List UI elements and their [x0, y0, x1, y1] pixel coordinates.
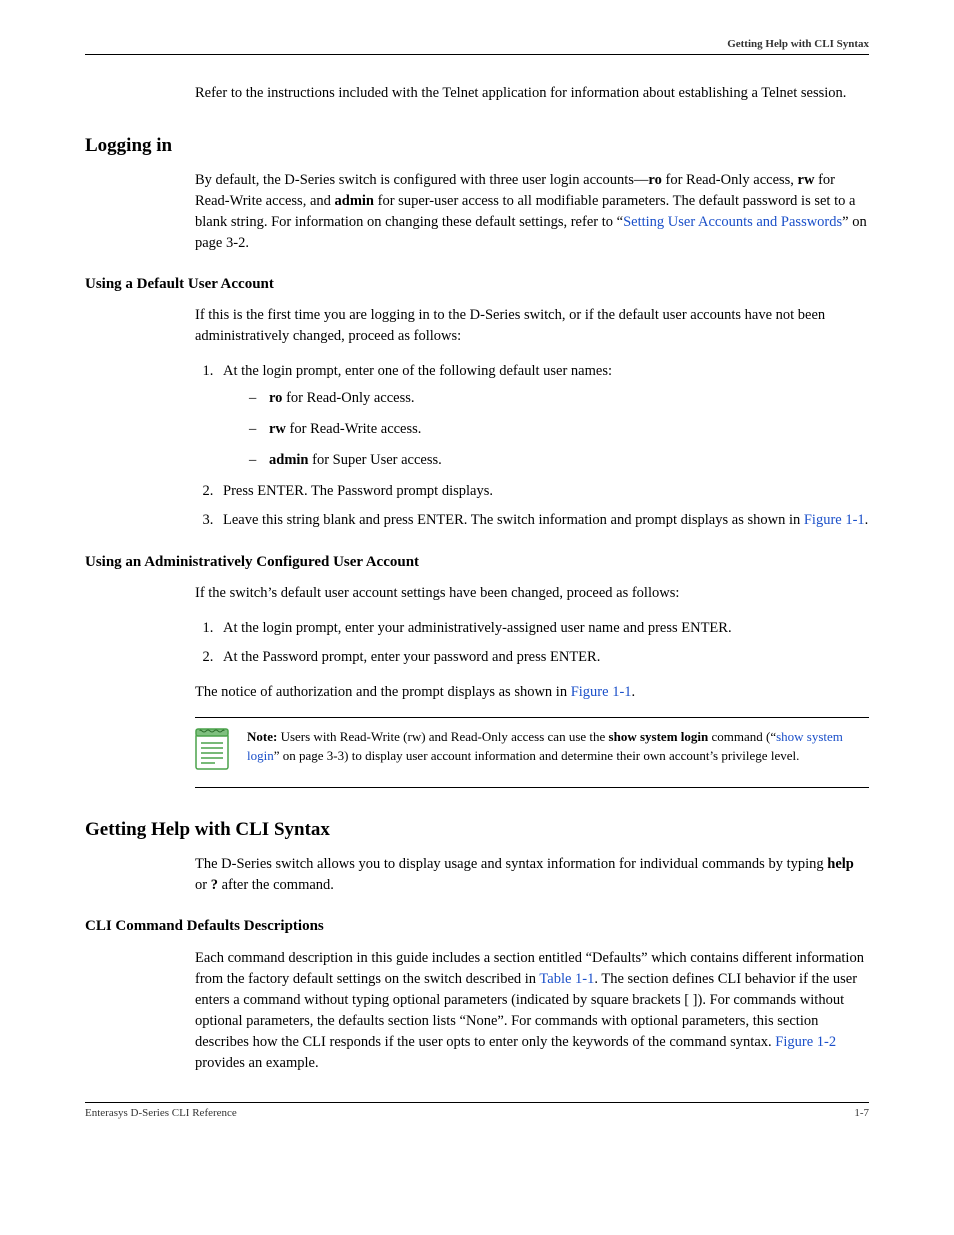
admin-user-p2: The notice of authorization and the prom… [195, 682, 869, 703]
list-item: At the login prompt, enter your administ… [217, 618, 869, 639]
footer-left: Enterasys D-Series CLI Reference [85, 1107, 237, 1119]
link-figure-1-1-b[interactable]: Figure 1-1 [571, 684, 632, 700]
list-item: rw for Read-Write access. [249, 419, 869, 440]
link-figure-1-2[interactable]: Figure 1-2 [775, 1034, 836, 1050]
running-header: Getting Help with CLI Syntax [85, 38, 869, 55]
note-block: Note: Users with Read-Write (rw) and Rea… [195, 717, 869, 788]
heading-default-user: Using a Default User Account [85, 274, 869, 296]
logging-in-paragraph: By default, the D-Series switch is confi… [195, 170, 869, 254]
link-figure-1-1[interactable]: Figure 1-1 [804, 512, 865, 528]
heading-admin-user: Using an Administratively Configured Use… [85, 552, 869, 574]
footer: Enterasys D-Series CLI Reference 1-7 [85, 1102, 869, 1119]
heading-logging-in: Logging in [85, 132, 869, 160]
note-text: Note: Users with Read-Write (rw) and Rea… [247, 728, 869, 764]
list-item: Leave this string blank and press ENTER.… [217, 510, 869, 531]
default-user-p1: If this is the first time you are loggin… [195, 305, 869, 347]
link-table-1-1[interactable]: Table 1-1 [539, 971, 594, 987]
cli-defaults-p1: Each command description in this guide i… [195, 948, 869, 1074]
link-setting-user-accounts[interactable]: Setting User Accounts and Passwords [623, 214, 842, 230]
heading-cli-defaults: CLI Command Defaults Descriptions [85, 916, 869, 938]
heading-help: Getting Help with CLI Syntax [85, 816, 869, 844]
list-item: At the Password prompt, enter your passw… [217, 647, 869, 668]
note-icon [195, 728, 233, 777]
default-user-steps: At the login prompt, enter one of the fo… [195, 361, 869, 531]
default-user-bullets: ro for Read-Only access. rw for Read-Wri… [223, 388, 869, 471]
list-item: At the login prompt, enter one of the fo… [217, 361, 869, 471]
admin-user-steps: At the login prompt, enter your administ… [195, 618, 869, 668]
body-content: Refer to the instructions included with … [195, 83, 869, 1074]
list-item: ro for Read-Only access. [249, 388, 869, 409]
intro-paragraph: Refer to the instructions included with … [195, 83, 869, 104]
list-item: Press ENTER. The Password prompt display… [217, 481, 869, 502]
header-right: Getting Help with CLI Syntax [727, 38, 869, 50]
help-p1: The D-Series switch allows you to displa… [195, 854, 869, 896]
footer-right: 1-7 [854, 1107, 869, 1119]
list-item: admin for Super User access. [249, 450, 869, 471]
admin-user-p1: If the switch’s default user account set… [195, 583, 869, 604]
